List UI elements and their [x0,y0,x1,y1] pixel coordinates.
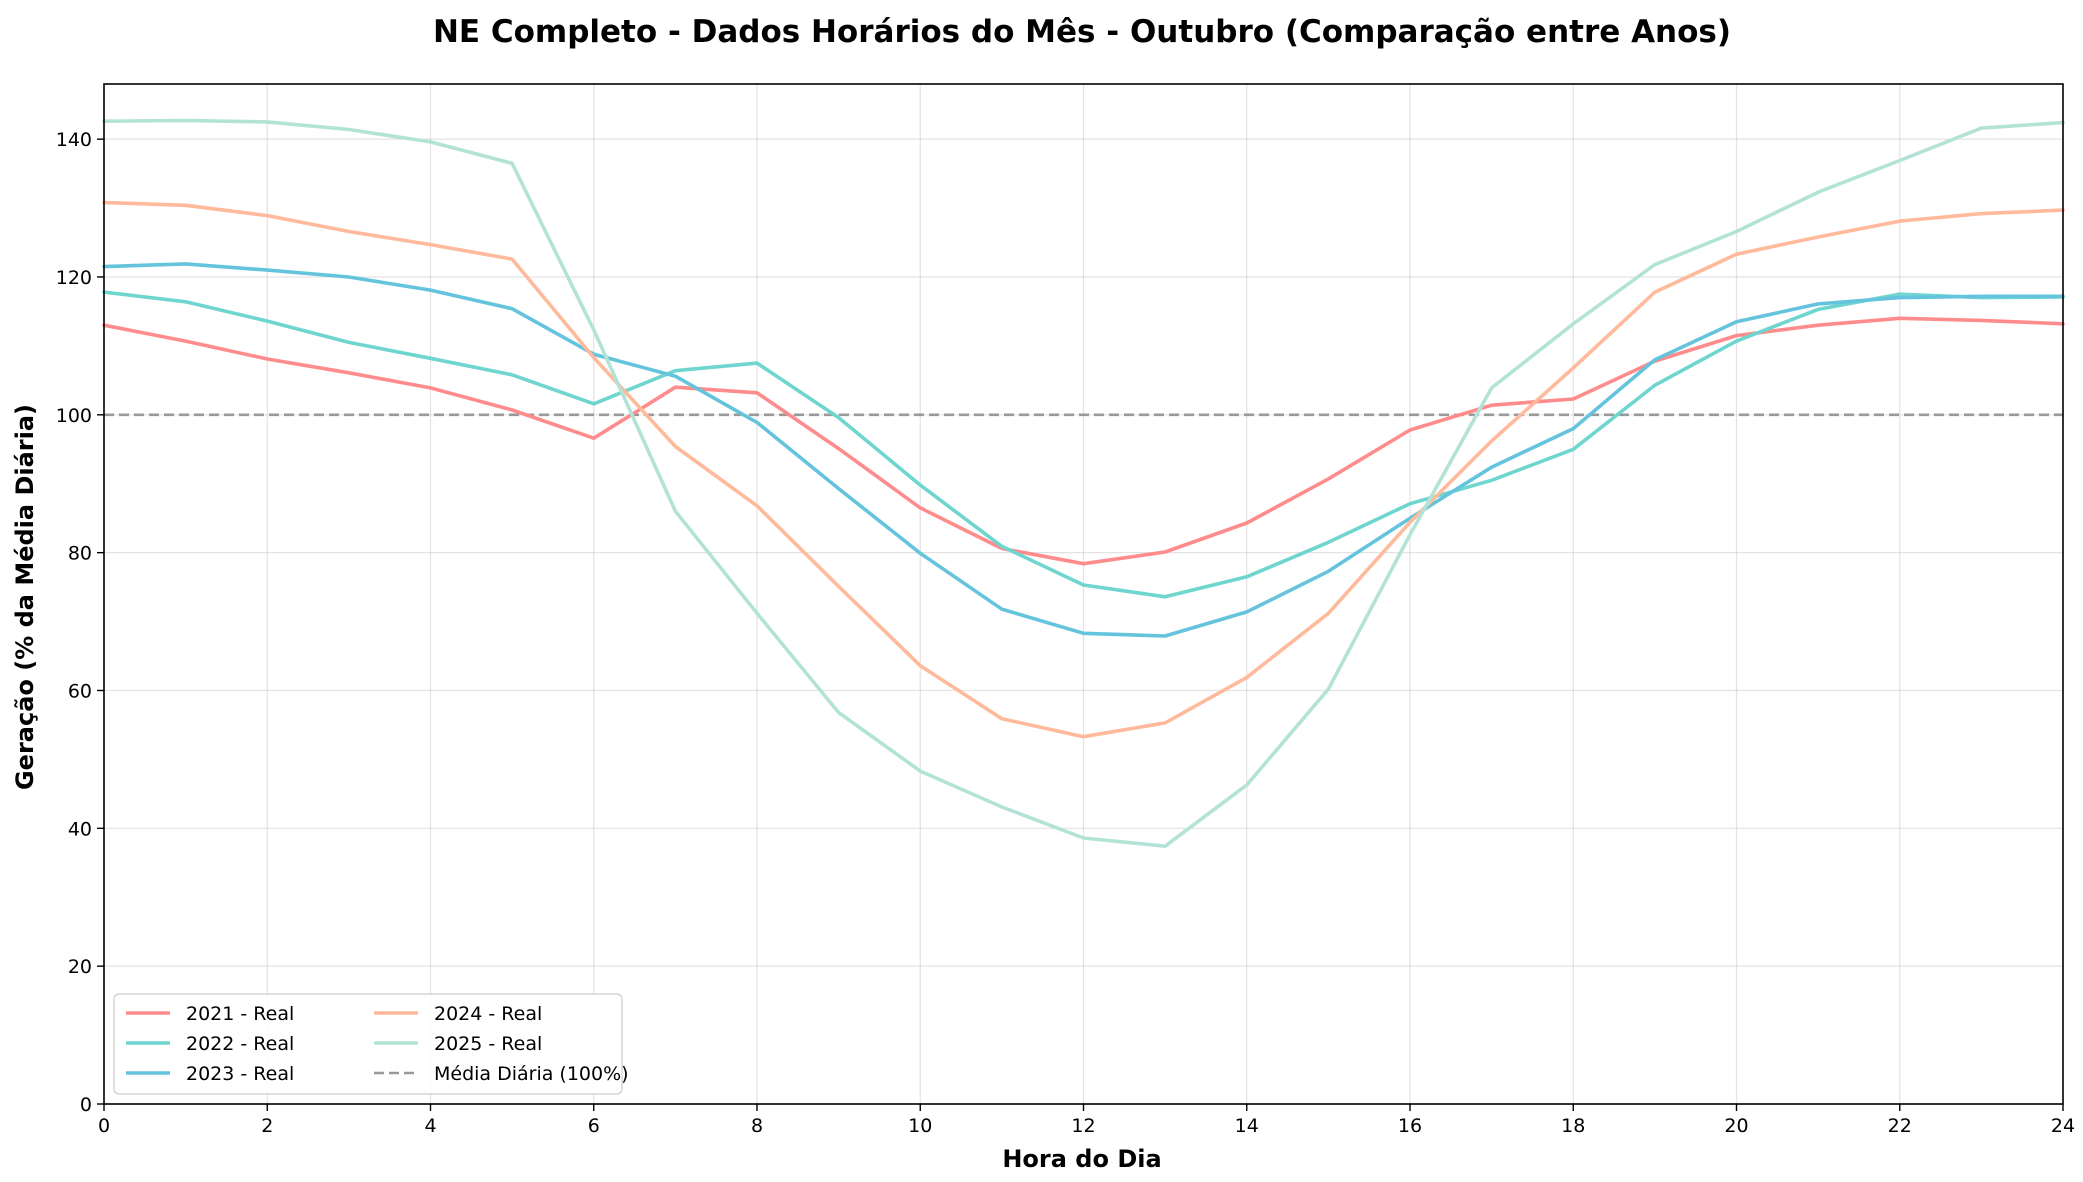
y-tick-label: 0 [80,1094,92,1116]
legend-label: Média Diária (100%) [434,1063,629,1085]
x-tick-label: 12 [1071,1115,1095,1137]
x-tick-label: 18 [1561,1115,1585,1137]
grid [103,84,2064,1105]
chart-title: NE Completo - Dados Horários do Mês - Ou… [433,14,1731,50]
x-tick-label: 10 [908,1115,932,1137]
legend: 2021 - Real 2022 - Real 2023 - Real 2024 - … [113,993,629,1095]
series-line-2024 [102,200,2065,739]
series-line-2021 [102,316,2065,566]
x-tick-label: 4 [424,1115,436,1137]
y-tick-label: 100 [56,405,92,427]
y-tick-label: 60 [68,680,92,702]
y-tick-label: 120 [56,267,92,289]
legend-label: 2021 - Real [186,1003,294,1025]
x-tick-label: 6 [588,1115,600,1137]
x-tick-label: 14 [1235,1115,1259,1137]
x-tick-label: 0 [98,1115,110,1137]
y-tick-label: 80 [68,543,92,565]
legend-label: 2023 - Real [186,1063,294,1085]
x-tick-label: 20 [1724,1115,1748,1137]
y-tick-label: 20 [68,956,92,978]
legend-label: 2022 - Real [186,1033,294,1055]
x-tick-label: 8 [751,1115,763,1137]
series-line-2022 [102,290,2065,599]
series-line-2025 [102,118,2065,849]
x-tick-label: 16 [1398,1115,1422,1137]
y-axis-label: Geração (% da Média Diária) [11,404,39,790]
y-tick-label: 140 [56,129,92,151]
y-tick-label: 40 [68,818,92,840]
x-tick-label: 24 [2051,1115,2075,1137]
series-lines [102,118,2065,849]
x-tick-label: 2 [261,1115,273,1137]
x-tick-label: 22 [1888,1115,1912,1137]
x-axis-label: Hora do Dia [1002,1145,1161,1173]
legend-label: 2024 - Real [434,1003,542,1025]
series-line-2023 [102,262,2065,638]
legend-box [113,993,623,1095]
legend-label: 2025 - Real [434,1033,542,1055]
